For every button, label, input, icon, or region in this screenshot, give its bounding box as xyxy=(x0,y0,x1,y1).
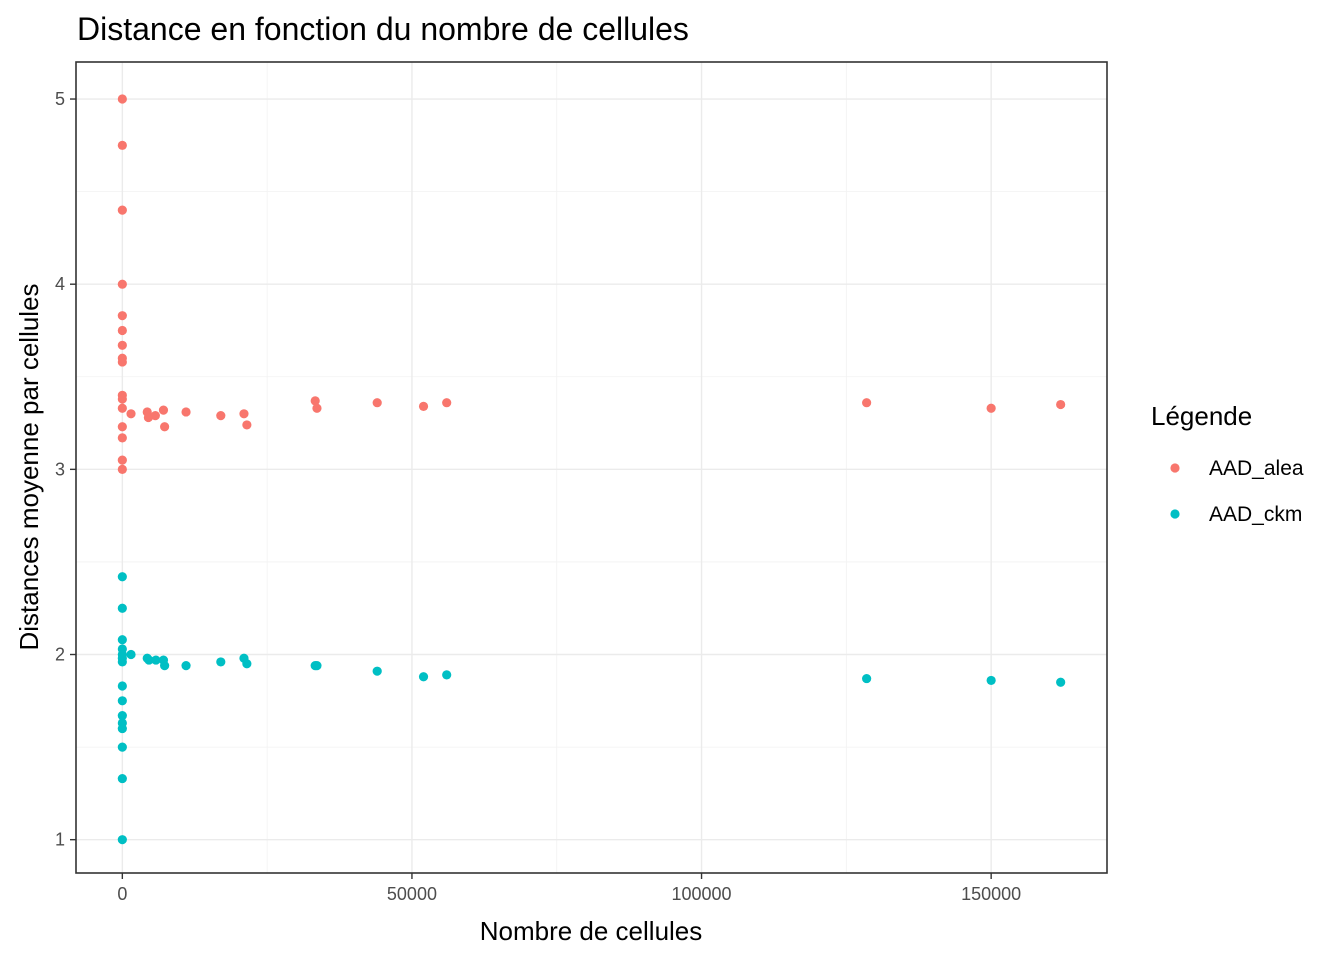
legend-label: AAD_alea xyxy=(1209,457,1304,480)
plot-area: 0 50000 100000 150000 1 2 3 4 5 xyxy=(55,61,1108,904)
series-AAD_alea xyxy=(117,94,1066,474)
data-point xyxy=(117,403,127,413)
data-point xyxy=(986,403,996,413)
data-point xyxy=(160,661,170,671)
data-point xyxy=(117,455,127,465)
x-tick-label: 100000 xyxy=(672,884,732,904)
data-point xyxy=(117,603,127,613)
data-point xyxy=(158,405,169,415)
y-tick-label: 1 xyxy=(55,830,65,850)
data-point xyxy=(117,572,127,582)
data-point xyxy=(862,673,872,684)
data-point xyxy=(144,655,154,665)
data-point xyxy=(312,403,322,413)
data-point xyxy=(151,655,161,665)
data-point xyxy=(117,422,127,432)
x-tick-label: 0 xyxy=(117,884,127,904)
data-point xyxy=(117,657,127,667)
data-point xyxy=(117,311,127,321)
data-point xyxy=(117,357,127,367)
data-point xyxy=(117,742,127,752)
x-tick-label: 50000 xyxy=(387,884,437,904)
legend-key xyxy=(1170,509,1180,519)
data-point xyxy=(117,835,127,845)
data-point xyxy=(242,659,252,669)
legend-label: AAD_ckm xyxy=(1209,503,1302,526)
y-tick-label: 5 xyxy=(55,89,65,109)
data-point xyxy=(181,407,191,417)
data-point xyxy=(117,279,127,289)
chart-title: Distance en fonction du nombre de cellul… xyxy=(77,11,689,47)
data-point xyxy=(442,398,452,408)
legend: Légende AAD_alea AAD_ckm xyxy=(1151,401,1304,526)
data-point xyxy=(418,401,429,411)
data-point xyxy=(117,325,127,336)
data-point xyxy=(862,398,872,408)
y-tick-label: 2 xyxy=(55,645,65,665)
x-axis-title: Nombre de cellules xyxy=(480,916,703,946)
data-point xyxy=(242,420,252,430)
data-point xyxy=(117,433,127,443)
data-point xyxy=(150,411,160,421)
y-axis-title: Distances moyenne par cellules xyxy=(14,283,44,650)
data-point xyxy=(372,666,382,676)
data-point xyxy=(216,411,226,421)
data-point xyxy=(126,649,136,660)
data-point xyxy=(117,723,127,734)
data-point xyxy=(372,398,382,408)
y-tick-label: 4 xyxy=(55,274,65,294)
data-point xyxy=(117,94,127,104)
data-point xyxy=(117,681,127,691)
panel-border xyxy=(75,61,1108,874)
data-point xyxy=(117,394,127,404)
data-point xyxy=(310,396,320,406)
data-point xyxy=(117,635,127,645)
data-point xyxy=(160,422,170,432)
series-AAD_ckm xyxy=(117,572,1066,845)
data-point xyxy=(117,773,127,784)
data-point xyxy=(986,675,996,686)
data-point xyxy=(1056,677,1066,687)
data-point xyxy=(126,409,136,419)
x-tick-label: 150000 xyxy=(961,884,1021,904)
data-point xyxy=(239,409,249,419)
data-point xyxy=(117,711,127,721)
data-point xyxy=(216,657,226,667)
data-point xyxy=(117,140,127,150)
data-point xyxy=(442,670,452,680)
data-point xyxy=(117,340,127,350)
plot-background xyxy=(76,62,1107,873)
y-tick-label: 3 xyxy=(55,459,65,479)
data-point xyxy=(181,661,191,671)
data-point xyxy=(1056,399,1066,410)
data-point xyxy=(143,412,154,423)
data-point xyxy=(312,661,322,671)
data-point xyxy=(117,464,127,474)
data-point xyxy=(418,672,429,682)
data-point xyxy=(117,205,127,215)
legend-title: Légende xyxy=(1151,401,1252,431)
data-point xyxy=(117,696,127,706)
legend-key xyxy=(1170,463,1180,473)
